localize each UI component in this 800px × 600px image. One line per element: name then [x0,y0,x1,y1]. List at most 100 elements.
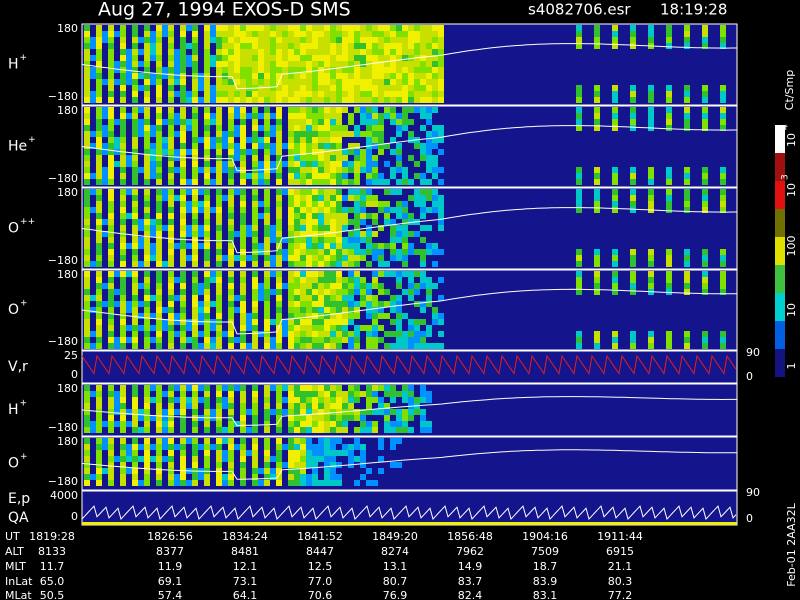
colorbar-tick-exp: 4 [781,124,791,130]
spectrogram-cell [390,31,396,37]
spectrogram-cell [402,391,408,397]
spectrogram-cell [120,319,126,325]
spectrogram-cell [192,337,198,343]
spectrogram-cell [252,397,258,403]
spectrogram-cell [288,113,294,119]
spectrogram-cell [318,179,324,185]
spectrogram-cell [264,55,270,61]
spectrogram-cell [258,295,264,301]
spectrogram-cell [318,55,324,61]
spectrogram-cell [288,91,294,97]
spectrogram-cell [612,97,618,103]
spectrogram-cell [264,79,270,85]
spectrogram-cell [222,37,228,43]
spectrogram-cell [330,261,336,267]
spectrogram-cell [426,421,432,427]
spectrogram-cell [366,173,372,179]
spectrogram-cell [144,107,150,113]
spectrogram-cell [612,343,618,349]
y-tick-label: 180 [57,22,78,35]
spectrogram-cell [294,31,300,37]
spectrogram-cell [348,161,354,167]
spectrogram-cell [348,179,354,185]
y-tick-label: −180 [48,475,78,488]
spectrogram-cell [114,337,120,343]
spectrogram-cell [120,43,126,49]
spectrogram-cell [378,125,384,131]
spectrogram-cell [426,91,432,97]
spectrogram-cell [318,125,324,131]
spectrogram-cell [96,249,102,255]
spectrogram-cell [120,195,126,201]
spectrogram-cell [126,444,132,450]
spectrogram-cell [342,427,348,433]
spectrogram-cell [90,37,96,43]
spectrogram-cell [174,91,180,97]
spectrogram-cell [396,97,402,103]
spectrogram-cell [306,385,312,391]
spectrogram-cell [684,25,690,31]
spectrogram-cell [144,31,150,37]
spectrogram-cell [282,409,288,415]
spectrogram-cell [594,113,600,119]
spectrogram-cell [132,131,138,137]
spectrogram-cell [366,79,372,85]
spectrogram-cell [438,295,444,301]
spectrogram-cell [234,143,240,149]
spectrogram-cell [684,179,690,185]
spectrogram-cell [324,67,330,73]
spectrogram-cell [234,131,240,137]
spectrogram-cell [120,450,126,456]
spectrogram-cell [306,97,312,103]
spectrogram-cell [354,255,360,261]
spectrogram-cell [132,271,138,277]
spectrogram-cell [342,295,348,301]
spectrogram-cell [354,391,360,397]
spectrogram-cell [366,409,372,415]
spectrogram-cell [432,37,438,43]
spectrogram-cell [378,243,384,249]
spectrogram-cell [408,219,414,225]
spectrogram-cell [246,231,252,237]
spectrogram-cell [312,179,318,185]
spectrogram-cell [132,261,138,267]
spectrogram-cell [336,143,342,149]
spectrogram-cell [84,409,90,415]
spectrogram-cell [156,189,162,195]
spectrogram-cell [156,277,162,283]
spectrogram-cell [576,43,582,49]
spectrogram-cell [324,385,330,391]
spectrogram-cell [216,149,222,155]
spectrogram-cell [192,225,198,231]
panel-label: H [8,57,19,73]
spectrogram-cell [396,337,402,343]
spectrogram-cell [228,73,234,79]
spectrogram-cell [258,55,264,61]
spectrogram-cell [150,149,156,155]
spectrogram-cell [432,137,438,143]
spectrogram-cell [120,61,126,67]
spectrogram-cell [594,25,600,31]
spectrogram-cell [420,149,426,155]
spectrogram-cell [102,113,108,119]
spectrogram-cell [336,450,342,456]
spectrogram-cell [156,385,162,391]
spectrogram-cell [420,25,426,31]
spectrogram-cell [144,173,150,179]
spectrogram-cell [108,450,114,456]
spectrogram-cell [426,107,432,113]
spectrogram-cell [144,213,150,219]
spectrogram-cell [120,289,126,295]
spectrogram-cell [378,67,384,73]
spectrogram-cell [306,155,312,161]
spectrogram-cell [330,67,336,73]
spectrogram-cell [114,161,120,167]
spectrogram-cell [330,462,336,468]
spectrogram-cell [426,427,432,433]
spectrogram-cell [438,207,444,213]
spectrogram-cell [84,31,90,37]
spectrogram-cell [366,125,372,131]
spectrogram-cell [330,179,336,185]
spectrogram-cell [162,421,168,427]
